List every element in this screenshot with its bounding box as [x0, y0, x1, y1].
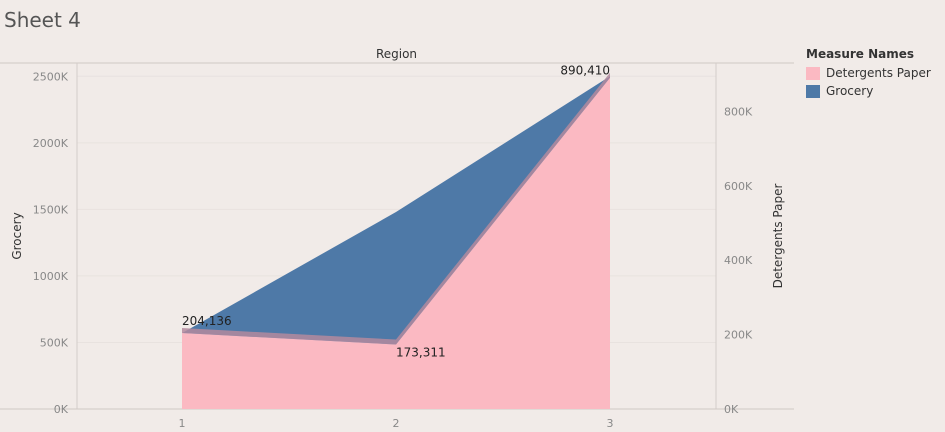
x-tick-label: 2	[393, 417, 400, 430]
legend-swatch-grocery	[806, 84, 820, 98]
right-axis-title: Detergents Paper	[771, 184, 785, 289]
left-tick-label: 1000K	[33, 270, 69, 283]
right-tick-label: 0K	[724, 403, 739, 416]
left-tick-label: 2000K	[33, 137, 69, 150]
left-tick-label: 2500K	[33, 70, 69, 83]
area-detergents-paper	[182, 77, 610, 409]
legend: Measure Names Detergents Paper Grocery	[806, 47, 931, 102]
sheet-title: Sheet 4	[4, 8, 81, 32]
legend-label-grocery: Grocery	[826, 84, 874, 98]
legend-item-detergents-paper[interactable]: Detergents Paper	[806, 66, 931, 80]
right-tick-label: 600K	[724, 180, 753, 193]
data-label-detergents-paper: 204,136	[182, 314, 232, 328]
right-tick-label: 400K	[724, 254, 753, 267]
x-header-label: Region	[376, 47, 417, 61]
x-tick-label: 3	[607, 417, 614, 430]
legend-label-detergents-paper: Detergents Paper	[826, 66, 931, 80]
right-tick-label: 200K	[724, 329, 753, 342]
data-label-detergents-paper: 173,311	[396, 346, 446, 360]
left-axis-title: Grocery	[10, 212, 24, 259]
x-tick-label: 1	[179, 417, 186, 430]
legend-title: Measure Names	[806, 47, 915, 61]
legend-item-grocery[interactable]: Grocery	[806, 84, 931, 98]
left-tick-label: 0K	[54, 403, 69, 416]
left-tick-label: 500K	[40, 336, 69, 349]
right-tick-label: 800K	[724, 105, 753, 118]
data-label-detergents-paper: 890,410	[560, 64, 610, 78]
left-tick-label: 1500K	[33, 203, 69, 216]
legend-swatch-detergents-paper	[806, 66, 820, 80]
